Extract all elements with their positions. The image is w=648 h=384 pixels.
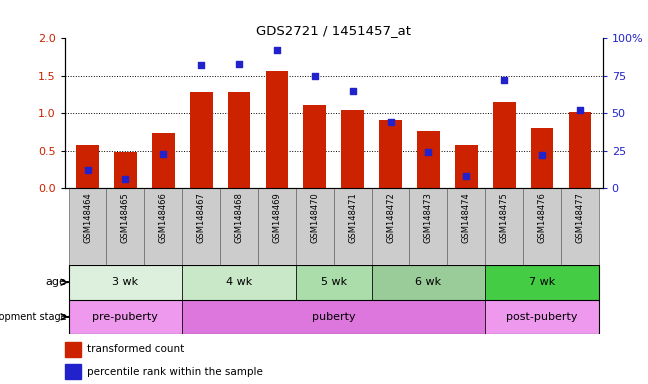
- Bar: [182, 300, 485, 334]
- Text: age: age: [46, 277, 67, 287]
- Bar: [455, 145, 478, 188]
- Bar: [371, 265, 485, 300]
- Text: GSM148466: GSM148466: [159, 192, 168, 243]
- Bar: [341, 109, 364, 188]
- Text: GSM148474: GSM148474: [462, 192, 471, 243]
- Text: GSM148470: GSM148470: [310, 192, 319, 243]
- Bar: [296, 188, 334, 265]
- Bar: [182, 265, 296, 300]
- Text: GSM148476: GSM148476: [538, 192, 546, 243]
- Point: [461, 173, 472, 179]
- Bar: [568, 112, 591, 188]
- Bar: [220, 188, 258, 265]
- Bar: [106, 188, 145, 265]
- Bar: [114, 152, 137, 188]
- Bar: [417, 131, 440, 188]
- Bar: [303, 105, 326, 188]
- Bar: [447, 188, 485, 265]
- Text: GSM148467: GSM148467: [196, 192, 205, 243]
- Bar: [227, 91, 250, 188]
- Point: [386, 119, 396, 125]
- Text: GSM148471: GSM148471: [348, 192, 357, 243]
- Bar: [76, 146, 99, 188]
- Point: [575, 107, 585, 113]
- Text: 7 wk: 7 wk: [529, 277, 555, 287]
- Point: [537, 152, 547, 158]
- Text: GSM148465: GSM148465: [121, 192, 130, 243]
- Text: 5 wk: 5 wk: [321, 277, 347, 287]
- Text: GSM148464: GSM148464: [83, 192, 92, 243]
- Text: 4 wk: 4 wk: [226, 277, 252, 287]
- Text: transformed count: transformed count: [87, 344, 185, 354]
- Bar: [190, 92, 213, 188]
- Bar: [531, 128, 553, 188]
- Text: GSM148473: GSM148473: [424, 192, 433, 243]
- Bar: [258, 188, 296, 265]
- Point: [272, 47, 282, 53]
- Bar: [65, 342, 81, 356]
- Bar: [523, 188, 561, 265]
- Bar: [69, 188, 106, 265]
- Point: [234, 61, 244, 67]
- Text: GSM148469: GSM148469: [272, 192, 281, 243]
- Text: GSM148468: GSM148468: [235, 192, 244, 243]
- Bar: [334, 188, 371, 265]
- Text: 6 wk: 6 wk: [415, 277, 441, 287]
- Point: [423, 149, 434, 155]
- Bar: [485, 300, 599, 334]
- Point: [196, 62, 206, 68]
- Point: [347, 88, 358, 94]
- Text: post-puberty: post-puberty: [506, 312, 578, 322]
- Text: GSM148475: GSM148475: [500, 192, 509, 243]
- Title: GDS2721 / 1451457_at: GDS2721 / 1451457_at: [256, 24, 411, 37]
- Bar: [65, 364, 81, 379]
- Text: puberty: puberty: [312, 312, 356, 322]
- Bar: [371, 188, 410, 265]
- Bar: [145, 188, 182, 265]
- Bar: [492, 102, 516, 188]
- Bar: [485, 188, 523, 265]
- Bar: [69, 265, 182, 300]
- Bar: [266, 71, 288, 188]
- Point: [499, 77, 509, 83]
- Bar: [561, 188, 599, 265]
- Bar: [410, 188, 447, 265]
- Bar: [296, 265, 371, 300]
- Text: development stage: development stage: [0, 312, 67, 322]
- Bar: [152, 134, 175, 188]
- Point: [158, 151, 168, 157]
- Bar: [485, 265, 599, 300]
- Text: 3 wk: 3 wk: [112, 277, 139, 287]
- Point: [121, 176, 131, 182]
- Bar: [69, 300, 182, 334]
- Bar: [182, 188, 220, 265]
- Text: percentile rank within the sample: percentile rank within the sample: [87, 366, 263, 377]
- Point: [82, 167, 93, 173]
- Text: GSM148472: GSM148472: [386, 192, 395, 243]
- Text: pre-puberty: pre-puberty: [93, 312, 158, 322]
- Bar: [379, 120, 402, 188]
- Point: [310, 73, 320, 79]
- Text: GSM148477: GSM148477: [575, 192, 584, 243]
